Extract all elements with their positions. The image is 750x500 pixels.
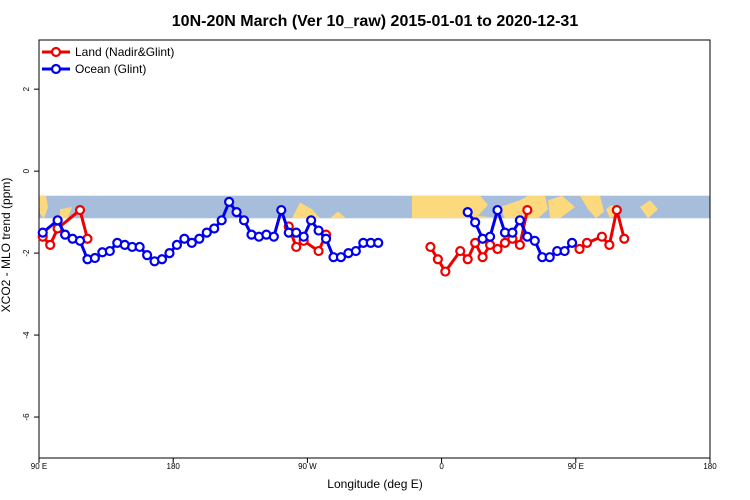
- data-point: [492, 204, 503, 216]
- data-point: [373, 237, 384, 248]
- data-point: [470, 237, 481, 248]
- data-point: [313, 245, 324, 257]
- y-tick-label: 2: [22, 86, 31, 91]
- data-point: [499, 237, 511, 248]
- data-point: [164, 247, 175, 259]
- data-point: [470, 217, 481, 228]
- data-point: [492, 243, 503, 255]
- legend: Land (Nadir&Glint) Ocean (Glint): [42, 45, 174, 76]
- x-tick-label: 180: [167, 462, 181, 471]
- data-point: [134, 241, 145, 253]
- data-point: [455, 245, 466, 257]
- data-point: [507, 227, 518, 238]
- data-point: [462, 254, 473, 265]
- legend-land-marker: [50, 46, 62, 58]
- map-band: [39, 195, 710, 219]
- data-point: [74, 235, 86, 246]
- data-point: [186, 237, 197, 248]
- series-land: [37, 204, 630, 277]
- data-point: [74, 204, 86, 216]
- x-tick-label: 90 E: [31, 462, 47, 471]
- data-point: [425, 241, 436, 253]
- plot-area-frame: [38, 39, 711, 459]
- data-point: [201, 227, 212, 238]
- data-point: [604, 239, 615, 251]
- map-land-shape: [39, 195, 48, 219]
- data-point: [142, 250, 153, 261]
- data-point: [276, 204, 287, 216]
- map-land-shape: [640, 200, 658, 219]
- y-tick-label: 0: [22, 168, 31, 173]
- data-point: [566, 237, 578, 248]
- x-tick-label: 180: [703, 462, 717, 471]
- data-point: [462, 207, 473, 218]
- data-point: [432, 254, 443, 265]
- data-point: [89, 252, 101, 264]
- data-point: [581, 237, 593, 248]
- y-tick-label: -6: [22, 413, 31, 421]
- data-point: [611, 204, 622, 216]
- y-tick-label: -2: [22, 249, 31, 257]
- data-point: [514, 239, 525, 251]
- data-point: [268, 231, 279, 242]
- map-land-shape: [548, 195, 575, 219]
- data-point: [559, 245, 570, 257]
- data-point: [440, 266, 451, 277]
- data-point: [574, 243, 585, 255]
- data-point: [209, 223, 220, 234]
- data-point: [320, 233, 332, 244]
- data-point: [45, 239, 56, 251]
- data-point: [171, 239, 183, 251]
- y-axis: 2 0 -2 -4 -6: [22, 86, 39, 421]
- y-axis-label: XCO2 - MLO trend (ppm): [0, 178, 13, 313]
- data-point: [522, 204, 533, 216]
- map-land-shape: [580, 195, 604, 219]
- data-point: [194, 233, 205, 244]
- legend-ocean-marker: [50, 63, 62, 75]
- data-point: [238, 215, 250, 226]
- data-point: [306, 215, 317, 226]
- map-land-shape: [330, 211, 346, 219]
- legend-ocean-label: Ocean (Glint): [75, 62, 146, 76]
- x-axis: 90 E 180 90 W 0 90 E 180: [31, 458, 717, 471]
- data-point: [224, 196, 235, 207]
- data-point: [313, 225, 324, 236]
- data-point: [52, 215, 63, 226]
- y-tick-label: -4: [22, 331, 31, 339]
- map-land-shape: [60, 206, 72, 219]
- data-point: [522, 231, 533, 242]
- data-point: [298, 231, 309, 242]
- data-point: [484, 231, 496, 242]
- data-point: [350, 245, 361, 257]
- data-point: [104, 245, 115, 257]
- data-point: [335, 252, 347, 263]
- x-axis-label: Longitude (deg E): [327, 477, 422, 491]
- x-tick-label: 90 E: [568, 462, 584, 471]
- data-point: [596, 231, 607, 242]
- data-point: [544, 252, 555, 263]
- map-land-shape: [412, 195, 548, 219]
- data-point: [477, 252, 488, 263]
- data-point: [291, 241, 302, 253]
- chart-title: 10N-20N March (Ver 10_raw) 2015-01-01 to…: [172, 13, 579, 30]
- data-point: [529, 235, 540, 246]
- data-point: [156, 254, 168, 265]
- data-point: [216, 215, 227, 226]
- x-tick-label: 0: [439, 462, 444, 471]
- data-point: [291, 227, 302, 238]
- data-point: [179, 233, 190, 244]
- data-point: [619, 233, 630, 244]
- data-point: [231, 207, 242, 218]
- x-tick-label: 90 W: [298, 462, 317, 471]
- data-point: [37, 227, 48, 238]
- data-point: [514, 215, 525, 226]
- map-land-shape: [292, 202, 320, 219]
- series-ocean: [37, 196, 578, 267]
- legend-land-label: Land (Nadir&Glint): [75, 45, 174, 59]
- data-point: [59, 229, 71, 240]
- series-layer: [37, 196, 630, 277]
